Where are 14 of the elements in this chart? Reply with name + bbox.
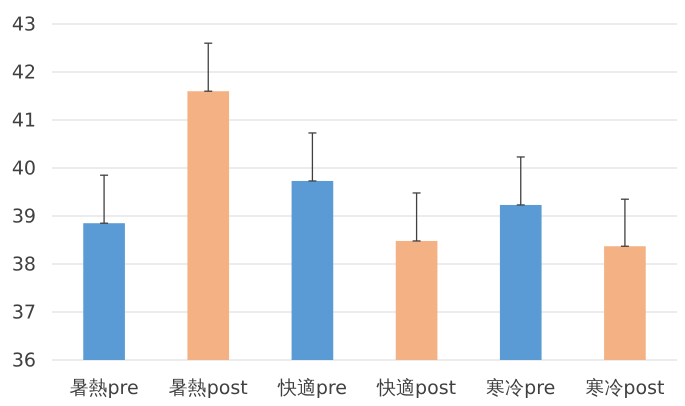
y-tick-label: 39 — [12, 206, 36, 228]
y-tick-label: 40 — [12, 158, 36, 180]
y-tick-label: 38 — [12, 254, 36, 276]
y-tick-label: 36 — [12, 350, 36, 372]
x-tick-label: 暑熱pre — [70, 377, 139, 399]
x-tick-label: 寒冷post — [585, 377, 664, 399]
y-tick-label: 37 — [12, 302, 36, 324]
y-tick-label: 43 — [12, 14, 36, 36]
y-tick-label: 41 — [12, 110, 36, 132]
x-tick-label: 快適post — [376, 377, 456, 399]
x-tick-label: 寒冷pre — [486, 377, 556, 399]
x-tick-label: 快適pre — [276, 377, 347, 399]
x-tick-label: 暑熱post — [168, 377, 248, 399]
y-tick-label: 42 — [12, 62, 36, 84]
